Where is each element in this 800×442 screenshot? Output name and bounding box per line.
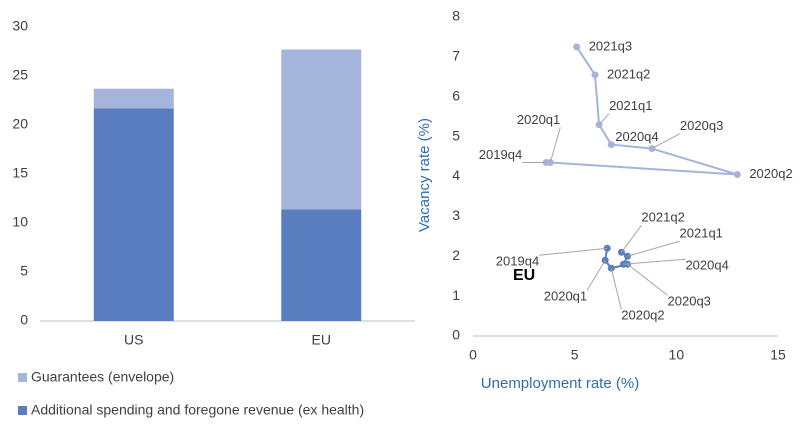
x-tick-label: 15	[770, 347, 786, 363]
point-label: 2020q1	[544, 289, 587, 304]
x-tick-label: 0	[469, 347, 477, 363]
point-label: 2021q1	[680, 226, 723, 241]
bar-segment	[93, 108, 174, 321]
point-label: 2021q3	[589, 38, 632, 53]
y-tick-label: 2	[452, 247, 460, 263]
y-tick-label: 7	[452, 48, 460, 64]
y-axis-title: Vacancy rate (%)	[416, 118, 433, 232]
y-tick-label: 10	[12, 214, 28, 230]
point-label: 2020q3	[668, 294, 711, 309]
x-tick-label: 10	[669, 347, 685, 363]
x-tick-label: EU	[312, 332, 331, 348]
point-label: 2021q1	[609, 98, 652, 113]
y-tick-label: 6	[452, 87, 460, 103]
point-label: 2019q4	[496, 254, 539, 269]
y-tick-label: 5	[20, 263, 28, 279]
leader-line	[627, 263, 668, 296]
point-label: 2021q2	[607, 66, 650, 81]
bar-segment	[281, 49, 362, 210]
y-tick-label: 3	[452, 207, 460, 223]
leader-line	[627, 240, 680, 257]
point	[573, 43, 581, 51]
x-tick-label: US	[124, 332, 143, 348]
y-tick-label: 4	[452, 167, 460, 183]
x-axis-title: Unemployment rate (%)	[481, 375, 639, 392]
bar-segment	[93, 88, 174, 109]
y-tick-label: 0	[452, 327, 460, 343]
point-label: 2020q1	[517, 112, 560, 127]
point	[733, 171, 741, 179]
x-tick-label: 5	[571, 347, 579, 363]
y-tick-label: 1	[452, 287, 460, 303]
leader-line	[651, 133, 681, 150]
point	[607, 141, 615, 149]
legend-label: Guarantees (envelope)	[31, 369, 174, 385]
leader-line	[621, 224, 642, 253]
y-tick-label: 8	[452, 8, 460, 24]
point-label: 2019q4	[479, 147, 522, 162]
point	[591, 71, 599, 79]
y-tick-label: 5	[452, 127, 460, 143]
point-label: 2021q2	[641, 210, 684, 225]
point-label: 2020q3	[680, 118, 723, 133]
legend-swatch	[18, 406, 27, 415]
point-label: 2020q4	[615, 129, 658, 144]
y-tick-label: 0	[20, 312, 28, 328]
annotation: EU	[513, 267, 535, 284]
legend-swatch	[18, 373, 27, 382]
point-label: 2020q2	[621, 308, 664, 323]
leader-line	[598, 113, 610, 125]
point-label: 2020q4	[685, 258, 728, 273]
series-line	[546, 46, 738, 176]
leader-line	[586, 259, 606, 291]
leader-line	[549, 127, 561, 163]
leader-line	[623, 258, 686, 265]
y-tick-label: 15	[12, 165, 28, 181]
bar-segment	[281, 209, 362, 321]
y-tick-label: 20	[12, 116, 28, 132]
legend-label: Additional spending and foregone revenue…	[31, 402, 364, 418]
y-tick-label: 25	[12, 67, 28, 83]
y-tick-label: 30	[12, 18, 28, 34]
leader-line	[539, 247, 608, 256]
point-label: 2020q2	[749, 166, 792, 181]
leader-line	[610, 268, 622, 310]
